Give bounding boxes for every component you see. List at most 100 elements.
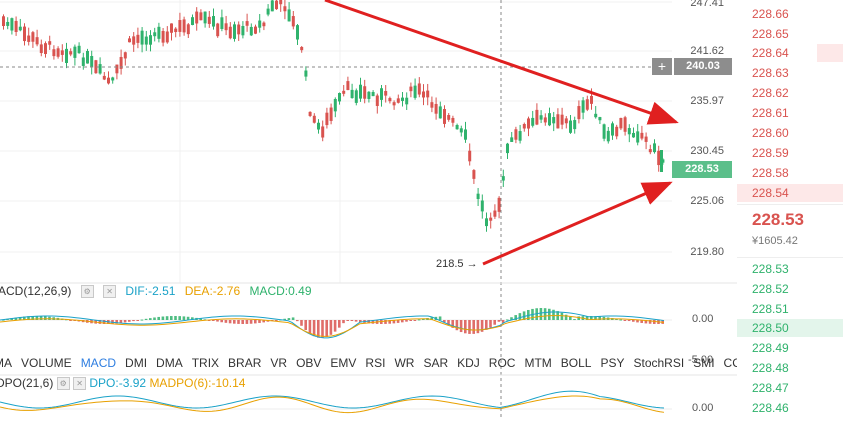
bid-price: 228.52	[752, 282, 789, 296]
candle-body	[35, 37, 39, 45]
candle-body	[39, 44, 43, 54]
ask-row[interactable]: 228.62	[737, 83, 843, 103]
tab-dma[interactable]: DMA	[156, 356, 183, 370]
tab-boll[interactable]: BOLL	[560, 356, 592, 370]
candle-body	[527, 118, 530, 129]
candle-body	[10, 18, 14, 31]
tab-stochrsi[interactable]: StochRSI	[633, 356, 685, 370]
macd-histogram-bar	[590, 316, 593, 320]
bid-row[interactable]: 228.51	[737, 299, 843, 319]
candle-body	[224, 23, 228, 31]
tab-obv[interactable]: OBV	[296, 356, 322, 370]
macd-histogram-bar	[371, 320, 375, 324]
macd-histogram-bar	[493, 320, 496, 325]
tab-mtm[interactable]: MTM	[524, 356, 552, 370]
macd-histogram-bar	[237, 320, 240, 324]
macd-histogram-bar	[653, 320, 656, 324]
tab-volume[interactable]: VOLUME	[21, 356, 72, 370]
candle-body	[291, 16, 295, 27]
macd-histogram-bar	[191, 317, 194, 320]
candle-body	[485, 218, 488, 227]
bid-row[interactable]: 228.50	[737, 318, 843, 338]
ask-row[interactable]: 228.60	[737, 123, 843, 143]
macd-histogram-bar	[233, 320, 236, 324]
macd-histogram-bar	[212, 320, 215, 321]
candle-body	[409, 86, 413, 92]
ask-row[interactable]: 228.58	[737, 163, 843, 183]
bid-row[interactable]: 228.48	[737, 358, 843, 378]
add-alert-button[interactable]: +	[652, 58, 672, 75]
tab-brar[interactable]: BRAR	[228, 356, 262, 370]
bid-row[interactable]: 228.46	[737, 398, 843, 418]
candle-body	[275, 0, 278, 10]
ask-row[interactable]: 228.54	[737, 183, 843, 203]
bid-row[interactable]: 228.49	[737, 338, 843, 358]
tab-rsi[interactable]: RSI	[365, 356, 386, 370]
macd-histogram-bar	[312, 320, 316, 337]
tab-emv[interactable]: EMV	[330, 356, 357, 370]
macd-histogram-bar	[140, 319, 144, 321]
candlestick-chart-area[interactable]: 247.41 241.62 235.97 230.45 225.06 219.8…	[0, 0, 744, 418]
candle-body	[60, 50, 64, 55]
candle-body	[102, 75, 106, 80]
settings-icon[interactable]: ⚙	[56, 377, 70, 391]
tab-wr[interactable]: WR	[394, 356, 415, 370]
tab-kdj[interactable]: KDJ	[457, 356, 480, 370]
candle-body	[81, 57, 85, 66]
settings-icon[interactable]: ⚙	[80, 285, 94, 299]
tab-ma[interactable]: MA	[0, 356, 12, 370]
macd-histogram-bar	[153, 317, 156, 320]
macd-histogram-bar	[216, 320, 219, 322]
tab-psy[interactable]: PSY	[600, 356, 625, 370]
macd-histogram-bar	[44, 316, 47, 320]
candle-body	[65, 48, 68, 63]
tab-macd[interactable]: MACD	[80, 356, 117, 370]
macd-histogram-bar	[329, 320, 333, 335]
lower-trendline-arrow[interactable]	[482, 181, 673, 266]
macd-histogram-bar	[598, 316, 601, 320]
candle-body	[203, 11, 207, 24]
bid-row[interactable]: 228.52	[737, 279, 843, 299]
chart-canvas[interactable]	[0, 0, 737, 418]
candle-body	[178, 20, 182, 32]
candle-body	[594, 113, 598, 118]
candle-body	[56, 48, 60, 57]
upper-trendline-arrow[interactable]	[324, 0, 679, 125]
current-price-panel: 228.53 ¥1605.42	[737, 204, 843, 258]
candle-body	[619, 117, 623, 129]
macd-histogram-bar	[632, 320, 635, 322]
candle-body	[27, 35, 31, 42]
candle-body	[233, 24, 236, 39]
macd-axis-label: -5.00	[688, 354, 714, 366]
tab-dmi[interactable]: DMI	[125, 356, 148, 370]
close-icon[interactable]: ✕	[73, 377, 87, 391]
last-price-badge: 228.53	[672, 161, 732, 178]
ask-row[interactable]: 228.64	[737, 43, 843, 63]
bid-row[interactable]: 228.47	[737, 378, 843, 398]
bid-row[interactable]: 228.53	[737, 259, 843, 279]
macd-histogram-bar	[35, 316, 39, 320]
macd-histogram-bar	[623, 320, 627, 321]
macd-histogram-bar	[401, 320, 404, 323]
candle-body	[480, 200, 484, 212]
close-icon[interactable]: ✕	[103, 285, 117, 299]
tab-trix[interactable]: TRIX	[191, 356, 220, 370]
tab-smi[interactable]: SMI	[693, 356, 715, 370]
tab-vr[interactable]: VR	[270, 356, 288, 370]
ask-row[interactable]: 228.59	[737, 143, 843, 163]
ask-row[interactable]: 228.61	[737, 103, 843, 123]
tab-roc[interactable]: ROC	[488, 356, 516, 370]
candle-body	[266, 8, 270, 15]
candle-body	[207, 16, 211, 24]
candle-body	[510, 137, 514, 142]
tab-sar[interactable]: SAR	[423, 356, 449, 370]
macd-histogram-bar	[228, 320, 232, 324]
ask-row[interactable]: 228.65	[737, 24, 843, 44]
ask-price: 228.63	[752, 66, 789, 80]
macd-hist-value: MACD:0.49	[249, 284, 312, 298]
macd-histogram-bar	[594, 316, 597, 320]
ask-row[interactable]: 228.63	[737, 63, 843, 83]
dpo-line	[0, 390, 665, 409]
ask-row[interactable]: 228.66	[737, 4, 843, 24]
macd-histogram-bar	[518, 313, 522, 320]
